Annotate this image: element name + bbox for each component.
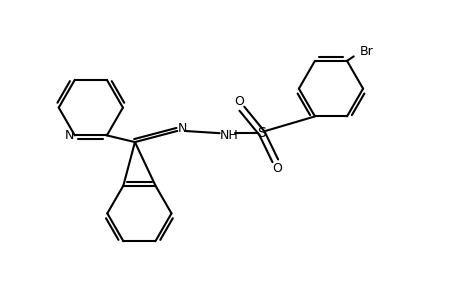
Text: S: S xyxy=(258,126,266,140)
Text: N: N xyxy=(178,122,187,135)
Text: O: O xyxy=(235,95,245,108)
Text: Br: Br xyxy=(360,45,374,58)
Text: N: N xyxy=(64,129,74,142)
Text: O: O xyxy=(273,162,282,175)
Text: NH: NH xyxy=(220,129,239,142)
